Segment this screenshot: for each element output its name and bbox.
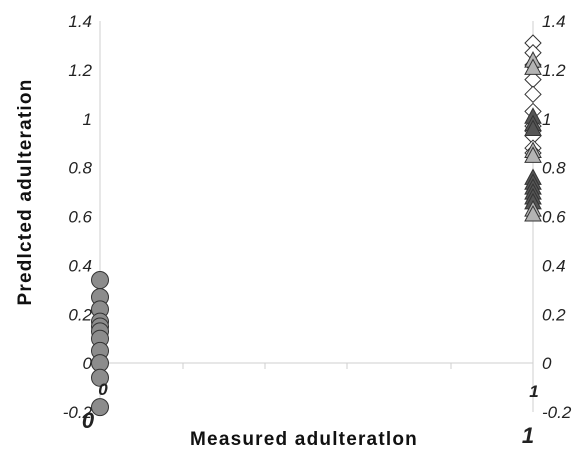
- data-point-circle-series-0: [91, 368, 109, 387]
- y-tick-label-right: 1: [542, 110, 551, 129]
- y-tick-label-left: 1: [83, 110, 92, 129]
- y-tick-label-left: 0.4: [68, 256, 92, 275]
- x-tick-label-left-inner: 0: [98, 380, 108, 399]
- data-point-triangle-series-2: [524, 119, 542, 137]
- data-point-diamond-series-1: [524, 85, 542, 104]
- y-tick-label-left: 1.2: [68, 61, 92, 80]
- y-tick-label-right: 0.8: [542, 159, 566, 178]
- y-tick-label-left: 0: [83, 354, 93, 373]
- y-axis-title: Predlcted adulteration: [15, 79, 36, 306]
- data-point-triangle-series-3: [524, 204, 542, 222]
- y-tick-label-left: 0.8: [68, 159, 92, 178]
- data-point-circle-series-0: [91, 271, 109, 290]
- x-axis-title: Measured adulteratlon: [190, 429, 418, 449]
- y-tick-label-left: -0.2: [63, 403, 93, 422]
- x-tick-label-right-inner: 1: [529, 382, 538, 401]
- data-point-circle-series-0: [91, 398, 109, 417]
- y-tick-label-right: -0.2: [542, 403, 572, 422]
- data-points: [91, 34, 542, 417]
- y-tick-label-right: 1.2: [542, 61, 566, 80]
- y-tick-label-left: 0.6: [68, 208, 92, 227]
- y-tick-label-right: 1.4: [542, 12, 566, 31]
- y-tick-label-right: 0: [542, 354, 552, 373]
- y-tick-label-right: 0.6: [542, 208, 566, 227]
- data-point-triangle-series-3: [524, 58, 542, 75]
- y-tick-label-right: 0.2: [542, 305, 566, 324]
- y-tick-label-left: 1.4: [68, 12, 92, 31]
- x-tick-label-right-outer: 1: [522, 423, 534, 448]
- x-tick-label-left-outer: 0: [82, 408, 95, 433]
- left-y-tick-labels: 1.4 1.2 1 0.8 0.6 0.4 0.2 0 -0.2: [63, 12, 93, 422]
- y-tick-label-right: 0.4: [542, 256, 566, 275]
- right-y-tick-labels: 1.4 1.2 1 0.8 0.6 0.4 0.2 0 -0.2: [542, 12, 572, 422]
- data-point-triangle-series-3: [524, 146, 542, 163]
- y-tick-label-left: 0.2: [68, 305, 92, 324]
